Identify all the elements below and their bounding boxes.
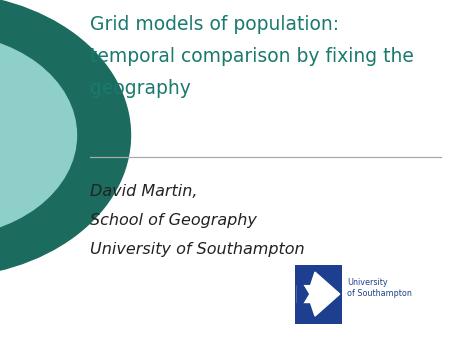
Circle shape — [0, 0, 130, 277]
FancyBboxPatch shape — [295, 265, 342, 324]
Text: University of Southampton: University of Southampton — [90, 242, 305, 257]
Polygon shape — [297, 272, 340, 316]
Text: School of Geography: School of Geography — [90, 213, 257, 228]
Text: Grid models of population:: Grid models of population: — [90, 15, 339, 34]
Text: University
of Southampton: University of Southampton — [347, 277, 412, 298]
Text: temporal comparison by fixing the: temporal comparison by fixing the — [90, 47, 414, 66]
Polygon shape — [297, 275, 308, 313]
Circle shape — [0, 34, 76, 237]
Text: geography: geography — [90, 79, 191, 98]
Text: David Martin,: David Martin, — [90, 184, 198, 199]
